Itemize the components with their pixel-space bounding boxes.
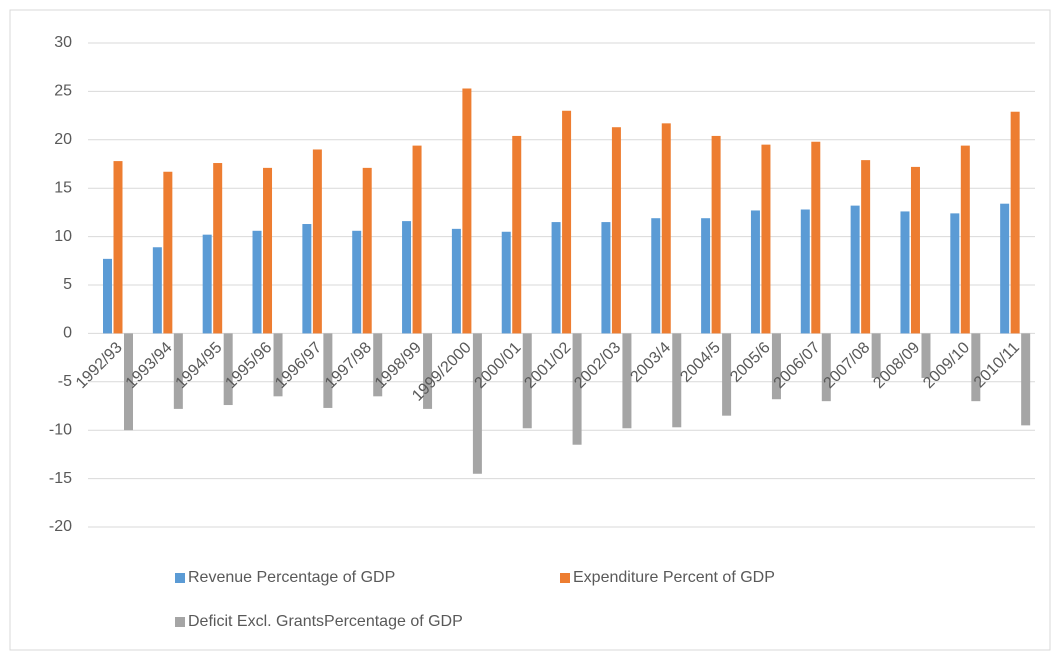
- bar: [1010, 111, 1020, 334]
- bar: [352, 230, 362, 334]
- bar: [472, 333, 482, 474]
- bar: [611, 127, 621, 334]
- y-tick-label: -20: [49, 518, 72, 535]
- legend-swatch: [560, 573, 570, 583]
- bar: [312, 149, 322, 334]
- bar: [910, 166, 920, 334]
- bar: [900, 211, 910, 334]
- bar: [800, 209, 810, 334]
- bar: [601, 222, 611, 334]
- y-tick-label: 20: [54, 131, 72, 148]
- bar: [362, 167, 372, 334]
- bar: [1021, 333, 1031, 426]
- bar: [412, 145, 422, 334]
- legend-label: Deficit Excl. GrantsPercentage of GDP: [188, 613, 463, 630]
- y-tick-label: 30: [54, 34, 72, 51]
- bar: [263, 167, 273, 334]
- bar: [152, 247, 162, 334]
- bar: [701, 218, 711, 334]
- bar: [661, 123, 671, 334]
- bar: [103, 258, 112, 334]
- bar: [323, 333, 333, 408]
- bar: [651, 218, 661, 334]
- bar: [771, 333, 781, 400]
- bar: [711, 135, 721, 334]
- bar: [252, 230, 262, 334]
- bar: [572, 333, 582, 445]
- bar: [722, 333, 732, 416]
- bar: [451, 228, 461, 334]
- y-tick-label: -5: [58, 373, 72, 390]
- bar: [173, 333, 183, 409]
- bar: [124, 333, 133, 431]
- y-tick-label: -10: [49, 421, 72, 438]
- bar: [761, 144, 771, 334]
- bar: [302, 224, 312, 334]
- legend-label: Expenditure Percent of GDP: [573, 569, 775, 586]
- y-tick-label: 5: [63, 276, 72, 293]
- bar: [821, 333, 831, 402]
- bar: [273, 333, 283, 397]
- bar: [512, 135, 522, 334]
- bar: [223, 333, 233, 406]
- y-tick-label: 10: [54, 228, 72, 245]
- bar: [163, 171, 173, 334]
- bar: [373, 333, 383, 397]
- bar: [871, 333, 881, 378]
- bar: [501, 231, 511, 334]
- y-tick-label: 15: [54, 179, 72, 196]
- y-tick-label: 25: [54, 83, 72, 100]
- legend-label: Revenue Percentage of GDP: [188, 569, 395, 586]
- bar: [1000, 203, 1010, 334]
- bar: [950, 213, 960, 334]
- bar: [213, 163, 223, 334]
- bar: [423, 333, 433, 409]
- bar: [622, 333, 632, 429]
- bar: [811, 141, 821, 334]
- bar: [113, 161, 123, 334]
- bar: [462, 88, 472, 334]
- bar: [971, 333, 981, 402]
- legend-swatch: [175, 617, 185, 627]
- bar: [672, 333, 682, 428]
- bar: [861, 160, 871, 334]
- bar: [402, 221, 412, 334]
- bar: [750, 210, 760, 334]
- y-tick-label: 0: [63, 325, 72, 342]
- bar: [202, 234, 212, 334]
- bar: [562, 110, 572, 334]
- chart-frame: [9, 9, 1051, 651]
- bar: [850, 205, 860, 334]
- bar: [551, 222, 561, 334]
- y-tick-label: -15: [49, 470, 72, 487]
- bar: [960, 145, 970, 334]
- bar: [522, 333, 532, 429]
- legend-swatch: [175, 573, 185, 583]
- bar: [921, 333, 931, 378]
